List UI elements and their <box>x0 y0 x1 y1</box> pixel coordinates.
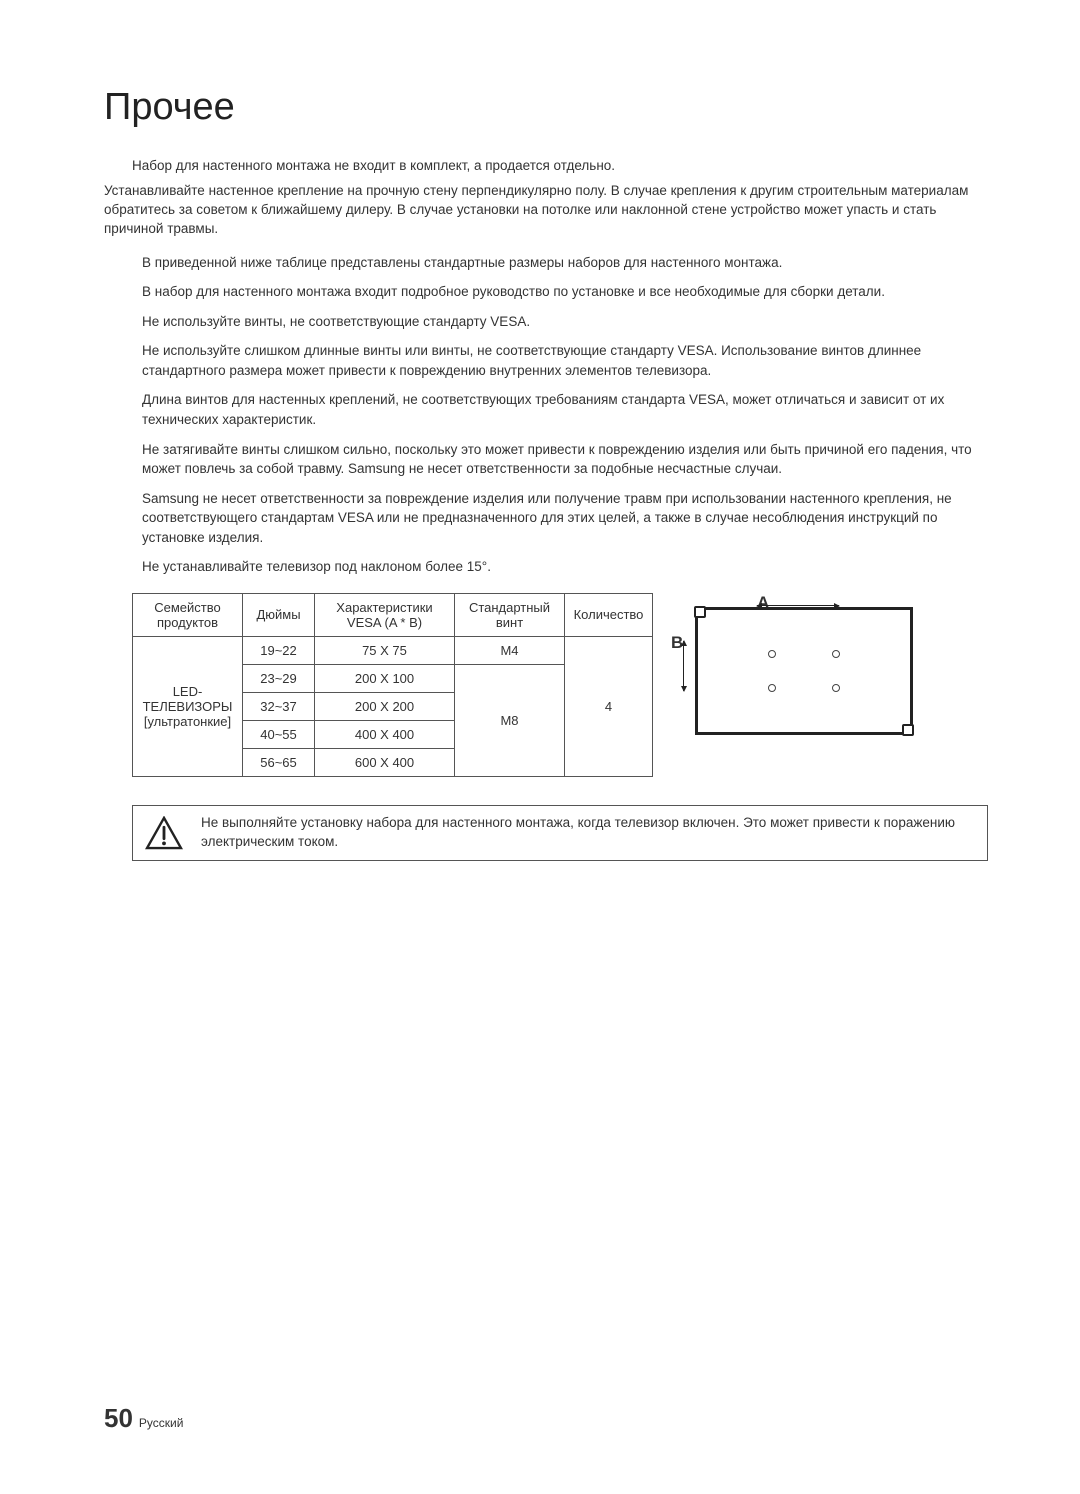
warning-box: Не выполняйте установку набора для насте… <box>132 805 988 861</box>
cell-inch: 19~22 <box>243 636 315 664</box>
cell-vesa: 400 X 400 <box>315 720 455 748</box>
page-title: Прочее <box>104 86 990 129</box>
cell-vesa: 200 X 200 <box>315 692 455 720</box>
bullet-item: В приведенной ниже таблице представлены … <box>132 253 990 273</box>
cell-inch: 32~37 <box>243 692 315 720</box>
bullet-item: В набор для настенного монтажа входит по… <box>132 282 990 302</box>
diagram-tv-panel <box>695 607 913 735</box>
bullet-item: Samsung не несет ответственности за повр… <box>132 489 990 548</box>
diagram-mount-hole <box>832 684 840 692</box>
cell-vesa: 75 X 75 <box>315 636 455 664</box>
bullet-item: Не используйте винты, не соответствующие… <box>132 312 990 332</box>
diagram-mount-hole <box>832 650 840 658</box>
diagram-mount-hole <box>768 650 776 658</box>
intro-paragraph: Устанавливайте настенное крепление на пр… <box>104 182 990 239</box>
page-footer: 50 Русский <box>104 1403 183 1434</box>
cell-inch: 40~55 <box>243 720 315 748</box>
cell-family: LED-ТЕЛЕВИЗОРЫ [ультратонкие] <box>133 636 243 776</box>
cell-inch: 23~29 <box>243 664 315 692</box>
bullet-list: В приведенной ниже таблице представлены … <box>104 253 990 577</box>
warning-icon <box>145 816 183 850</box>
table-row: LED-ТЕЛЕВИЗОРЫ [ультратонкие] 19~22 75 X… <box>133 636 653 664</box>
warning-text: Не выполняйте установку набора для насте… <box>201 814 975 852</box>
cell-vesa: 200 X 100 <box>315 664 455 692</box>
intro-line: Набор для настенного монтажа не входит в… <box>104 157 990 176</box>
th-screw: Стандартный винт <box>455 593 565 636</box>
diagram-dim-a-line <box>757 605 839 606</box>
bullet-item: Не устанавливайте телевизор под наклоном… <box>132 557 990 577</box>
th-qty: Количество <box>565 593 653 636</box>
cell-qty: 4 <box>565 636 653 776</box>
th-family: Семейство продуктов <box>133 593 243 636</box>
vesa-table: Семейство продуктов Дюймы Характеристики… <box>132 593 653 777</box>
th-inches: Дюймы <box>243 593 315 636</box>
diagram-dim-b-line <box>683 641 684 691</box>
page-number: 50 <box>104 1403 133 1434</box>
bullet-item: Не используйте слишком длинные винты или… <box>132 341 990 380</box>
bullet-item: Не затягивайте винты слишком сильно, пос… <box>132 440 990 479</box>
page-language: Русский <box>139 1416 184 1430</box>
cell-screw: M8 <box>455 664 565 776</box>
th-vesa: Характеристики VESA (A * B) <box>315 593 455 636</box>
diagram-mount-hole <box>768 684 776 692</box>
cell-inch: 56~65 <box>243 748 315 776</box>
bullet-item: Длина винтов для настенных креплений, не… <box>132 390 990 429</box>
cell-vesa: 600 X 400 <box>315 748 455 776</box>
vesa-diagram: A B <box>673 593 933 743</box>
cell-screw: M4 <box>455 636 565 664</box>
